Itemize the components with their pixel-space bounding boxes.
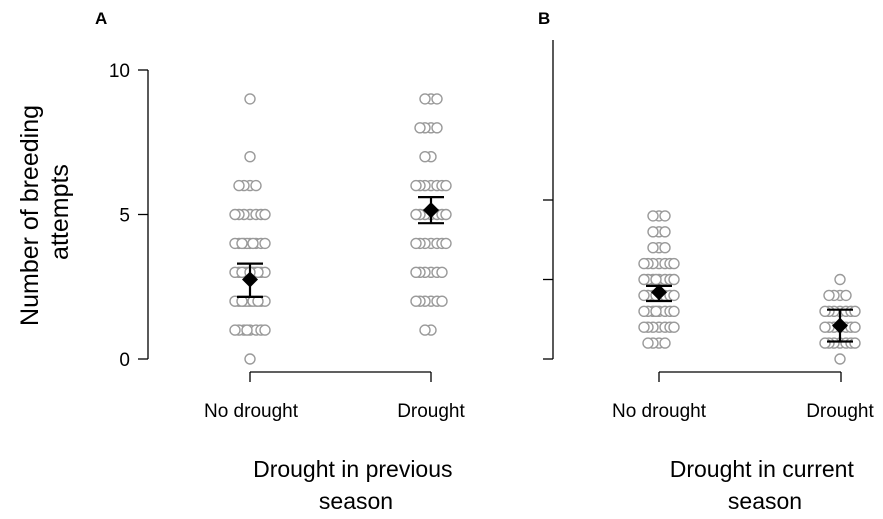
data-point-b-0-2 [659, 210, 671, 222]
data-point-a-1-28 [410, 237, 422, 250]
data-point-a-1-5 [431, 122, 443, 134]
y-axis-title-line2: attempts [46, 164, 74, 260]
data-point-b-0-45 [638, 321, 650, 333]
x-axis-title-b-line2: season [728, 488, 802, 514]
x-category-label-a-1: Drought [397, 401, 465, 422]
data-point-b-0-21 [638, 273, 650, 286]
data-point-a-1-21 [410, 208, 422, 221]
data-point-a-1-41 [410, 295, 422, 307]
data-point-a-0-52 [259, 324, 271, 336]
y-tick-label-a-1: 5 [119, 206, 130, 227]
data-point-a-0-0 [244, 93, 256, 105]
x-axis-title-a: Drought in previous season [253, 456, 459, 514]
data-point-a-1-29 [440, 237, 452, 250]
data-point-b-1-11 [849, 305, 861, 317]
x-category-label-b-0: No drought [612, 401, 707, 422]
data-point-b-0-39 [650, 305, 662, 317]
panel-a: A No drought Drought Drought in previous… [95, 9, 466, 514]
y-ticks-b [543, 199, 553, 360]
data-point-a-1-15 [440, 179, 452, 192]
data-point-a-0-4 [250, 179, 262, 192]
mean-marker-b-1 [832, 317, 848, 334]
data-point-b-1-10 [819, 305, 831, 317]
data-point-b-0-30 [668, 289, 680, 302]
data-point-b-0-49 [659, 337, 671, 349]
summary-b [646, 284, 853, 343]
data-point-a-1-35 [410, 266, 422, 278]
data-point-a-1-2 [431, 93, 443, 105]
data-point-a-0-19 [259, 237, 271, 250]
data-point-a-0-12 [259, 208, 271, 221]
mean-marker-b-0 [651, 284, 667, 301]
data-point-a-0-5 [233, 179, 245, 192]
data-point-b-0-7 [647, 241, 659, 254]
x-axis-title-b-line1: Drought in current [670, 456, 855, 482]
x-category-label-b-1: Drought [806, 401, 874, 422]
data-point-a-1-22 [440, 208, 452, 221]
data-point-b-0-22 [668, 273, 680, 286]
data-point-b-0-38 [668, 305, 680, 317]
points-a [229, 93, 452, 365]
y-axis-title-line1: Number of breeding [16, 105, 44, 326]
data-point-a-0-11 [229, 208, 241, 221]
data-point-a-0-21 [247, 237, 259, 250]
data-point-a-1-40 [436, 295, 448, 307]
data-point-a-0-1 [244, 150, 256, 163]
data-point-a-0-51 [229, 324, 241, 336]
x-axis-title-a-line1: Drought in previous [253, 456, 452, 482]
mean-marker-a-0 [242, 271, 258, 288]
x-category-label-a-0: No drought [204, 401, 299, 422]
data-point-b-0-14 [638, 257, 650, 270]
panel-b: B No drought Drought Drought in current … [538, 9, 875, 514]
data-point-a-0-22 [236, 237, 248, 250]
data-point-b-0-1 [647, 210, 659, 222]
panel-letter-b: B [538, 9, 550, 28]
data-point-b-0-4 [647, 226, 659, 238]
x-axis-title-b: Drought in current season [670, 456, 860, 514]
data-point-a-1-14 [410, 179, 422, 192]
x-axis-title-a-line2: season [319, 488, 393, 514]
data-point-b-1-0 [834, 273, 846, 286]
data-point-b-1-25 [849, 337, 861, 349]
points-b [638, 210, 861, 365]
data-point-b-0-50 [642, 337, 654, 349]
y-tick-label-a-0: 0 [119, 350, 130, 371]
data-point-a-0-54 [244, 353, 256, 365]
data-point-b-0-8 [659, 241, 671, 254]
mean-marker-a-1 [423, 202, 439, 219]
summary-a [237, 196, 444, 298]
data-point-b-0-29 [638, 289, 650, 302]
data-point-b-1-4 [823, 289, 835, 302]
y-ticks-a: 0 5 10 [109, 61, 148, 371]
data-point-b-1-18 [849, 321, 861, 333]
panel-letter-a: A [95, 9, 107, 28]
data-point-b-1-26 [834, 353, 846, 365]
data-point-b-1-17 [819, 321, 831, 333]
data-point-b-1-24 [819, 337, 831, 349]
data-point-b-0-5 [659, 226, 671, 238]
data-point-a-1-8 [419, 150, 431, 163]
data-point-a-1-34 [436, 266, 448, 278]
data-point-a-1-43 [419, 324, 431, 336]
data-point-a-1-1 [419, 93, 431, 105]
data-point-b-0-23 [650, 273, 662, 286]
y-axis-title: Number of breeding attempts [16, 98, 74, 326]
data-point-b-1-3 [840, 289, 852, 302]
data-point-a-0-53 [241, 324, 253, 336]
data-point-a-1-6 [414, 122, 426, 134]
y-tick-label-a-2: 10 [109, 61, 130, 82]
data-point-b-0-46 [668, 321, 680, 333]
data-point-b-0-15 [668, 257, 680, 270]
data-point-b-0-37 [638, 305, 650, 317]
